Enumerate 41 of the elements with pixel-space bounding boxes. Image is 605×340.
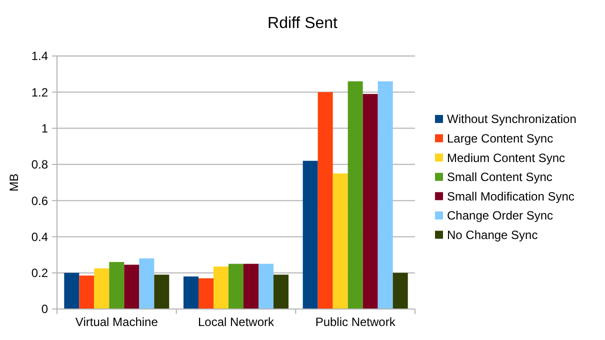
bar bbox=[139, 258, 154, 309]
bar bbox=[244, 264, 259, 309]
y-tick-label: 0.6 bbox=[31, 194, 48, 208]
bar bbox=[228, 264, 244, 309]
y-axis-title: MB bbox=[7, 174, 21, 192]
y-tick-label: 0 bbox=[41, 302, 48, 316]
bar bbox=[109, 262, 124, 309]
legend-label: Small Content Sync bbox=[447, 170, 552, 184]
bar bbox=[258, 264, 274, 309]
legend-label: Without Synchronization bbox=[447, 112, 576, 126]
x-tick-label: Local Network bbox=[198, 315, 276, 329]
y-tick-label: 0.2 bbox=[31, 266, 48, 280]
y-tick-label: 1.4 bbox=[31, 49, 48, 64]
bar bbox=[302, 160, 318, 309]
bar bbox=[79, 276, 94, 309]
legend-label: Small Modification Sync bbox=[447, 189, 574, 204]
legend-label: Medium Content Sync bbox=[447, 150, 566, 165]
bar bbox=[362, 94, 378, 309]
legend-label: Large Content Sync bbox=[447, 131, 554, 146]
bar bbox=[64, 272, 80, 309]
legend-label: Change Order Sync bbox=[447, 208, 554, 223]
x-tick-label: Public Network bbox=[315, 315, 396, 329]
bar bbox=[392, 272, 408, 309]
bar bbox=[318, 92, 333, 309]
bar bbox=[154, 274, 170, 309]
y-tick-label: 0.4 bbox=[31, 230, 48, 244]
bar bbox=[198, 278, 214, 309]
y-tick-label: 1 bbox=[41, 121, 48, 136]
bar bbox=[94, 268, 110, 309]
bar bbox=[124, 264, 140, 309]
y-tick-label: 0.8 bbox=[31, 158, 48, 172]
bar bbox=[183, 276, 198, 309]
bar bbox=[378, 81, 393, 309]
chart-title: Rdiff Sent bbox=[268, 15, 338, 32]
y-tick-label: 1.2 bbox=[31, 85, 48, 100]
bar bbox=[332, 173, 348, 309]
bar bbox=[274, 274, 289, 309]
bar bbox=[348, 81, 363, 309]
x-tick-label: Virtual Machine bbox=[75, 315, 158, 329]
bar bbox=[213, 266, 228, 309]
legend-label: No Change Sync bbox=[447, 228, 538, 242]
